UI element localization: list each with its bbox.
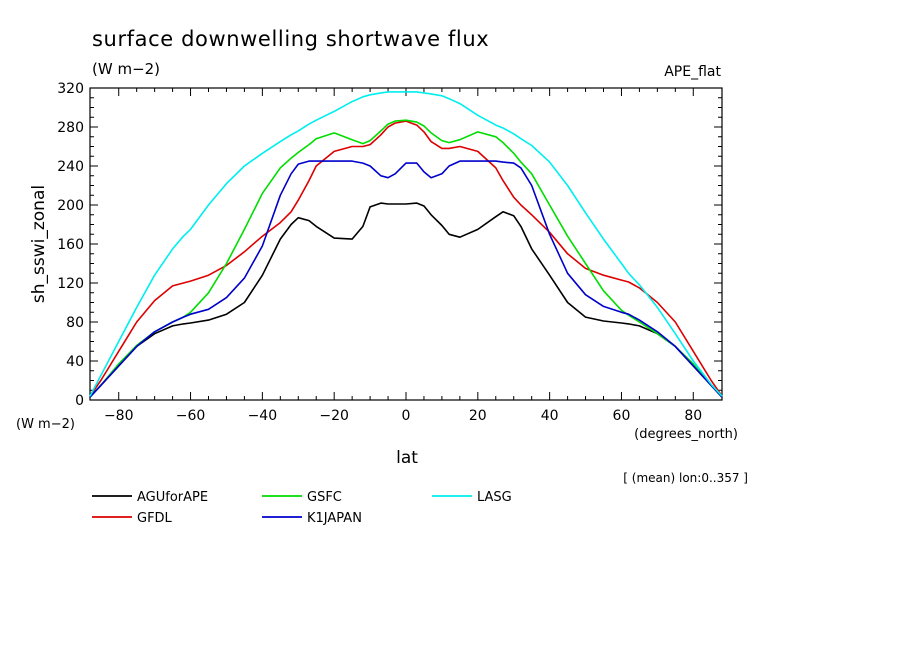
chart-title: surface downwelling shortwave flux bbox=[92, 27, 489, 51]
legend-label-lasg: LASG bbox=[477, 490, 512, 505]
y-tick-label: 80 bbox=[66, 315, 84, 331]
series-line-lasg bbox=[89, 91, 723, 397]
series-lines bbox=[89, 91, 723, 398]
x-tick-label: 80 bbox=[684, 408, 702, 424]
x-axis-title: lat bbox=[396, 448, 418, 468]
minor-ticks bbox=[90, 88, 722, 400]
chart-units: (W m−2) bbox=[92, 60, 160, 78]
series-line-gsfc bbox=[89, 119, 723, 398]
series-line-aguforape bbox=[89, 202, 723, 398]
plot-frame bbox=[89, 87, 723, 401]
x-units-note: (degrees_north) bbox=[634, 427, 738, 442]
y-tick-label: 0 bbox=[75, 393, 84, 409]
y-axis-ticks: 0 40 80 120 160 200 240 280 320 bbox=[57, 81, 722, 409]
y-tick-label: 160 bbox=[57, 237, 84, 253]
x-tick-label: −40 bbox=[248, 408, 278, 424]
legend-label-aguforape: AGUforAPE bbox=[137, 490, 208, 505]
x-tick-label: 40 bbox=[541, 408, 559, 424]
experiment-label: APE_flat bbox=[664, 64, 721, 80]
legend-label-k1japan: K1JAPAN bbox=[307, 511, 362, 526]
series-line-k1japan bbox=[89, 160, 723, 398]
x-tick-label: −80 bbox=[104, 408, 134, 424]
y-tick-label: 280 bbox=[57, 120, 84, 136]
y-tick-label: 40 bbox=[66, 354, 84, 370]
y-tick-label: 320 bbox=[57, 81, 84, 97]
legend-label-gfdl: GFDL bbox=[137, 511, 173, 526]
y-tick-label: 240 bbox=[57, 159, 84, 175]
y-tick-label: 200 bbox=[57, 198, 84, 214]
x-tick-label: 0 bbox=[402, 408, 411, 424]
y-units-note: (W m−2) bbox=[16, 417, 75, 432]
plot-area: −80 −60 −40 −20 0 20 40 60 80 0 40 80 120 160 200 240 2… bbox=[57, 81, 723, 424]
x-tick-label: 60 bbox=[613, 408, 631, 424]
x-tick-label: −20 bbox=[319, 408, 349, 424]
mean-note: [ (mean) lon:0..357 ] bbox=[623, 471, 748, 485]
x-tick-label: −60 bbox=[176, 408, 206, 424]
legend: AGUforAPE GSFC LASG GFDL K1JAPAN bbox=[92, 490, 512, 526]
x-axis-ticks: −80 −60 −40 −20 0 20 40 60 80 bbox=[104, 88, 702, 424]
y-axis-title: sh_sswi_zonal bbox=[29, 185, 49, 303]
x-tick-label: 20 bbox=[469, 408, 487, 424]
legend-label-gsfc: GSFC bbox=[307, 490, 342, 505]
y-tick-label: 120 bbox=[57, 276, 84, 292]
series-line-gfdl bbox=[89, 120, 723, 397]
